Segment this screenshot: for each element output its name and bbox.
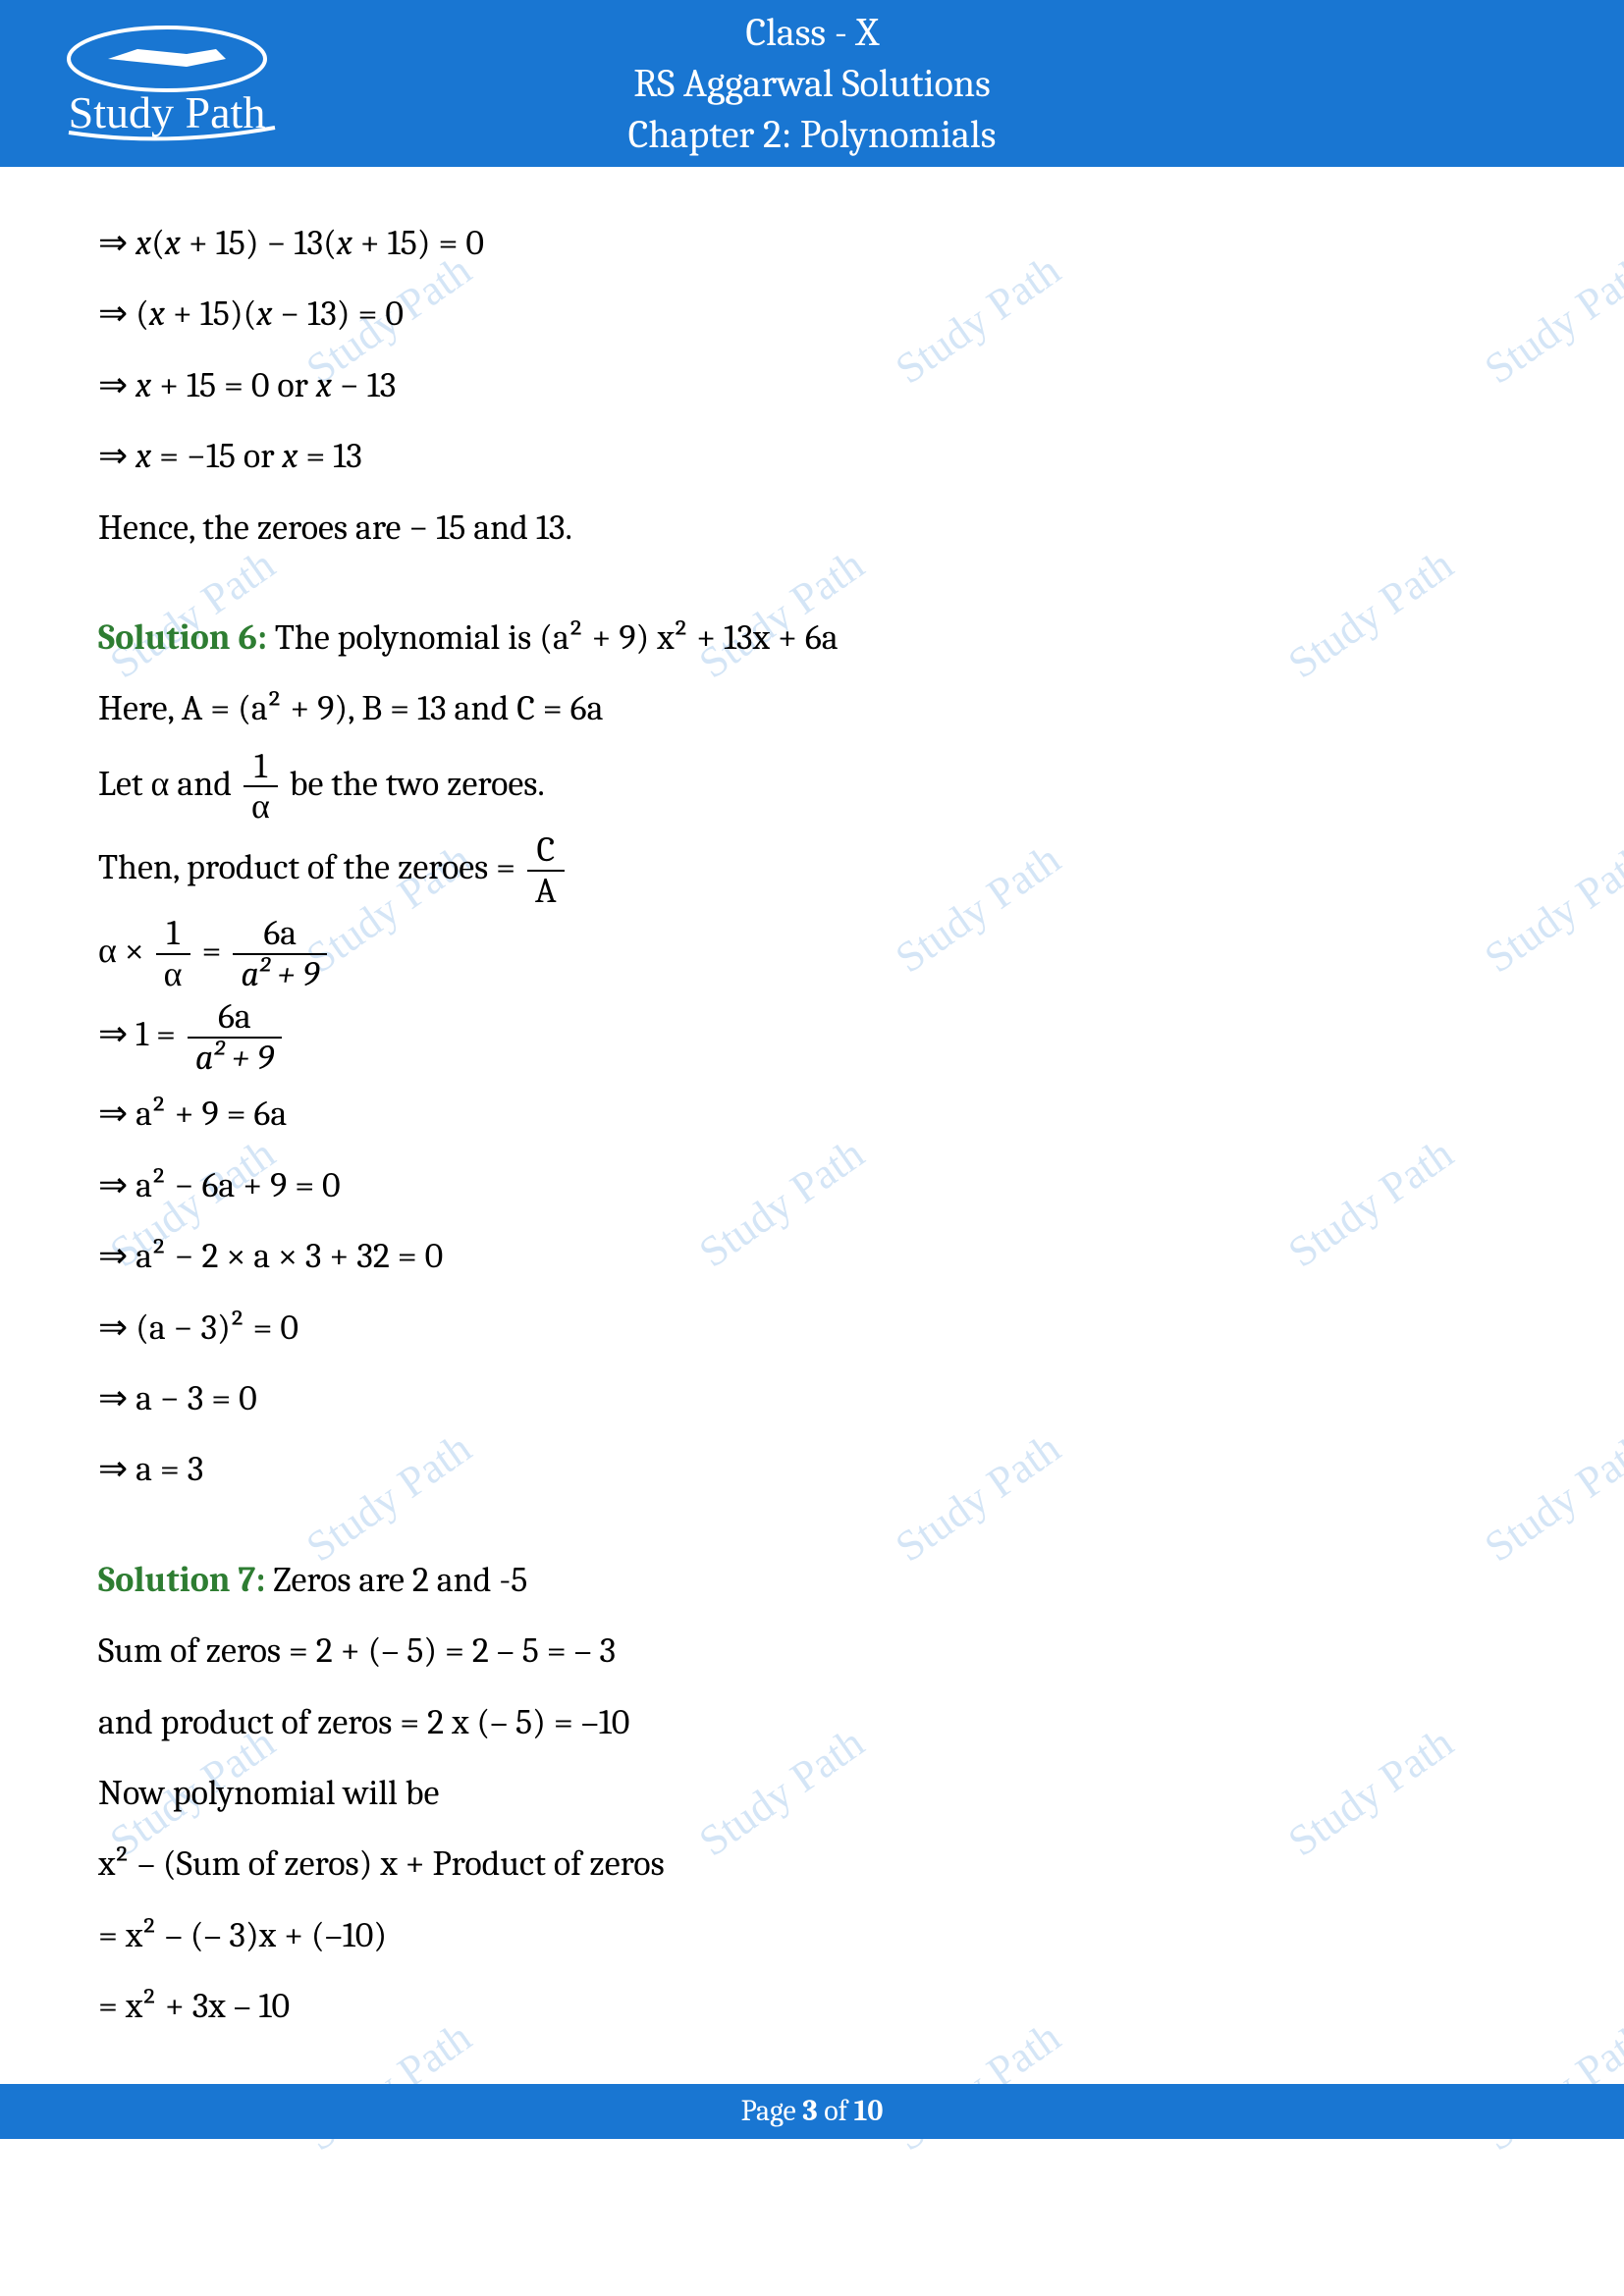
page-header: Study Path Class - X RS Aggarwal Solutio… bbox=[0, 0, 1624, 167]
text: + 15)( bbox=[165, 294, 256, 334]
sol6-imp4: ⇒ a² − 2 × a × 3 + 32 = 0 bbox=[98, 1223, 1526, 1290]
footer-prefix: Page bbox=[741, 2094, 803, 2128]
footer-mid: of bbox=[818, 2094, 854, 2128]
text: x bbox=[256, 294, 272, 334]
sol7-l1: Sum of zeros = 2 + (– 5) = 2 – 5 = – 3 bbox=[98, 1618, 1526, 1684]
text: Let α and bbox=[98, 764, 240, 804]
text: = bbox=[201, 931, 229, 971]
sol6-prod: α × 1 α = 6a a² + 9 bbox=[98, 914, 1526, 993]
text: ⇒ ( bbox=[98, 294, 149, 334]
text: be the two zeroes. bbox=[290, 764, 545, 804]
fraction: 6a a² + 9 bbox=[233, 914, 327, 993]
footer-page: 3 bbox=[802, 2094, 817, 2128]
text: = 13 bbox=[298, 436, 361, 476]
studypath-logo: Study Path bbox=[29, 20, 304, 147]
solution-label: Solution 7: bbox=[98, 1560, 265, 1600]
text: ⇒ bbox=[98, 436, 135, 476]
text: − 13 bbox=[332, 365, 396, 405]
sol7-l2: and product of zeros = 2 x (– 5) = –10 bbox=[98, 1689, 1526, 1756]
text: + 15 = 0 or bbox=[151, 365, 316, 405]
numerator: C bbox=[527, 830, 565, 872]
text: x bbox=[165, 223, 181, 263]
fraction: C A bbox=[527, 830, 565, 910]
sol6-imp6: ⇒ a − 3 = 0 bbox=[98, 1365, 1526, 1432]
sol6-here: Here, A = (a² + 9), B = 13 and C = 6a bbox=[98, 675, 1526, 742]
text: x bbox=[282, 436, 298, 476]
fraction: 1 α bbox=[244, 747, 278, 827]
numerator: 1 bbox=[244, 747, 278, 788]
fraction: 1 α bbox=[156, 914, 190, 993]
page-footer: Page 3 of 10 bbox=[0, 2084, 1624, 2139]
sol6-imp1: ⇒ 1 = 6a a² + 9 bbox=[98, 997, 1526, 1077]
text: = −15 or bbox=[151, 436, 282, 476]
spacer bbox=[98, 565, 1526, 583]
numerator: 1 bbox=[156, 914, 190, 955]
svg-text:Study Path: Study Path bbox=[69, 87, 266, 137]
sol6-let: Let α and 1 α be the two zeroes. bbox=[98, 747, 1526, 827]
text: ( bbox=[151, 223, 165, 263]
denominator: a² + 9 bbox=[188, 1039, 282, 1078]
spacer bbox=[98, 1508, 1526, 1525]
text: The polynomial is (a² + 9) x² + 13x + 6a bbox=[267, 617, 839, 658]
text: Then, product of the zeroes = bbox=[98, 847, 523, 887]
text: x bbox=[337, 223, 352, 263]
studypath-logo-icon: Study Path bbox=[29, 20, 304, 147]
sol6-imp7: ⇒ a = 3 bbox=[98, 1436, 1526, 1503]
text: α × bbox=[98, 931, 152, 971]
footer-total: 10 bbox=[854, 2094, 884, 2128]
sol6-imp3: ⇒ a² − 6a + 9 = 0 bbox=[98, 1152, 1526, 1219]
solution-label: Solution 6: bbox=[98, 617, 267, 658]
sol7-l3: Now polynomial will be bbox=[98, 1760, 1526, 1827]
text: − 13) = 0 bbox=[272, 294, 404, 334]
sol5-line3: ⇒ x + 15 = 0 or x − 13 bbox=[98, 352, 1526, 419]
sol6-imp5: ⇒ (a − 3)² = 0 bbox=[98, 1295, 1526, 1362]
sol7-l4: x² – (Sum of zeros) x + Product of zeros bbox=[98, 1831, 1526, 1897]
sol5-line2: ⇒ (x + 15)(x − 13) = 0 bbox=[98, 281, 1526, 347]
text: x bbox=[149, 294, 165, 334]
sol7-intro: Solution 7: Zeros are 2 and -5 bbox=[98, 1547, 1526, 1614]
text: x bbox=[316, 365, 332, 405]
sol7-l6: = x² + 3x – 10 bbox=[98, 1973, 1526, 2040]
fraction: 6a a² + 9 bbox=[188, 997, 282, 1077]
text: x bbox=[135, 436, 151, 476]
text: ⇒ bbox=[98, 223, 135, 263]
sol5-line5: Hence, the zeroes are − 15 and 13. bbox=[98, 495, 1526, 561]
sol7-l5: = x² – (– 3)x + (–10) bbox=[98, 1902, 1526, 1969]
page-content: ⇒ x(x + 15) − 13(x + 15) = 0 ⇒ (x + 15)(… bbox=[0, 167, 1624, 2084]
denominator: a² + 9 bbox=[233, 955, 327, 994]
text: x bbox=[135, 223, 151, 263]
spacer bbox=[98, 583, 1526, 601]
text: + 15) = 0 bbox=[352, 223, 484, 263]
text: Zeros are 2 and -5 bbox=[265, 1560, 527, 1600]
denominator: α bbox=[244, 787, 278, 827]
sol6-intro: Solution 6: The polynomial is (a² + 9) x… bbox=[98, 605, 1526, 671]
sol6-then: Then, product of the zeroes = C A bbox=[98, 830, 1526, 910]
sol5-line4: ⇒ x = −15 or x = 13 bbox=[98, 423, 1526, 490]
numerator: 6a bbox=[233, 914, 327, 955]
sol6-imp2: ⇒ a² + 9 = 6a bbox=[98, 1081, 1526, 1148]
sol5-line1: ⇒ x(x + 15) − 13(x + 15) = 0 bbox=[98, 210, 1526, 277]
text: + 15) − 13( bbox=[181, 223, 337, 263]
text: x bbox=[135, 365, 151, 405]
text: ⇒ 1 = bbox=[98, 1014, 184, 1054]
denominator: α bbox=[156, 955, 190, 994]
denominator: A bbox=[527, 872, 565, 911]
spacer bbox=[98, 1525, 1526, 1543]
numerator: 6a bbox=[188, 997, 282, 1039]
text: ⇒ bbox=[98, 365, 135, 405]
